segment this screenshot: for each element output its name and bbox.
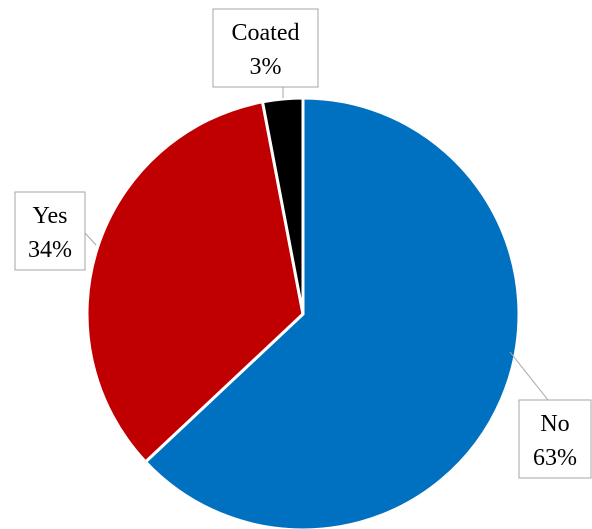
pie-slices: [85, 96, 521, 529]
data-label-box-coated: [212, 8, 319, 88]
pie-slice-no: [144, 96, 521, 529]
data-label-category: Yes: [33, 203, 68, 229]
pie-slice-yes: [85, 100, 305, 464]
pie-slice-coated: [261, 96, 305, 316]
pie-labels: No 63% Yes 34% Coated 3%: [14, 8, 592, 479]
data-label-percent: 34%: [28, 237, 72, 263]
data-label-category: Coated: [232, 20, 300, 46]
leader-line-yes: [84, 232, 97, 246]
data-label-box-yes: [14, 191, 86, 271]
data-label-category: No: [540, 411, 569, 437]
data-label-percent: 63%: [533, 445, 577, 471]
data-label-box-no: [518, 399, 592, 479]
data-label-percent: 3%: [250, 54, 282, 80]
leader-line-no: [509, 351, 549, 401]
